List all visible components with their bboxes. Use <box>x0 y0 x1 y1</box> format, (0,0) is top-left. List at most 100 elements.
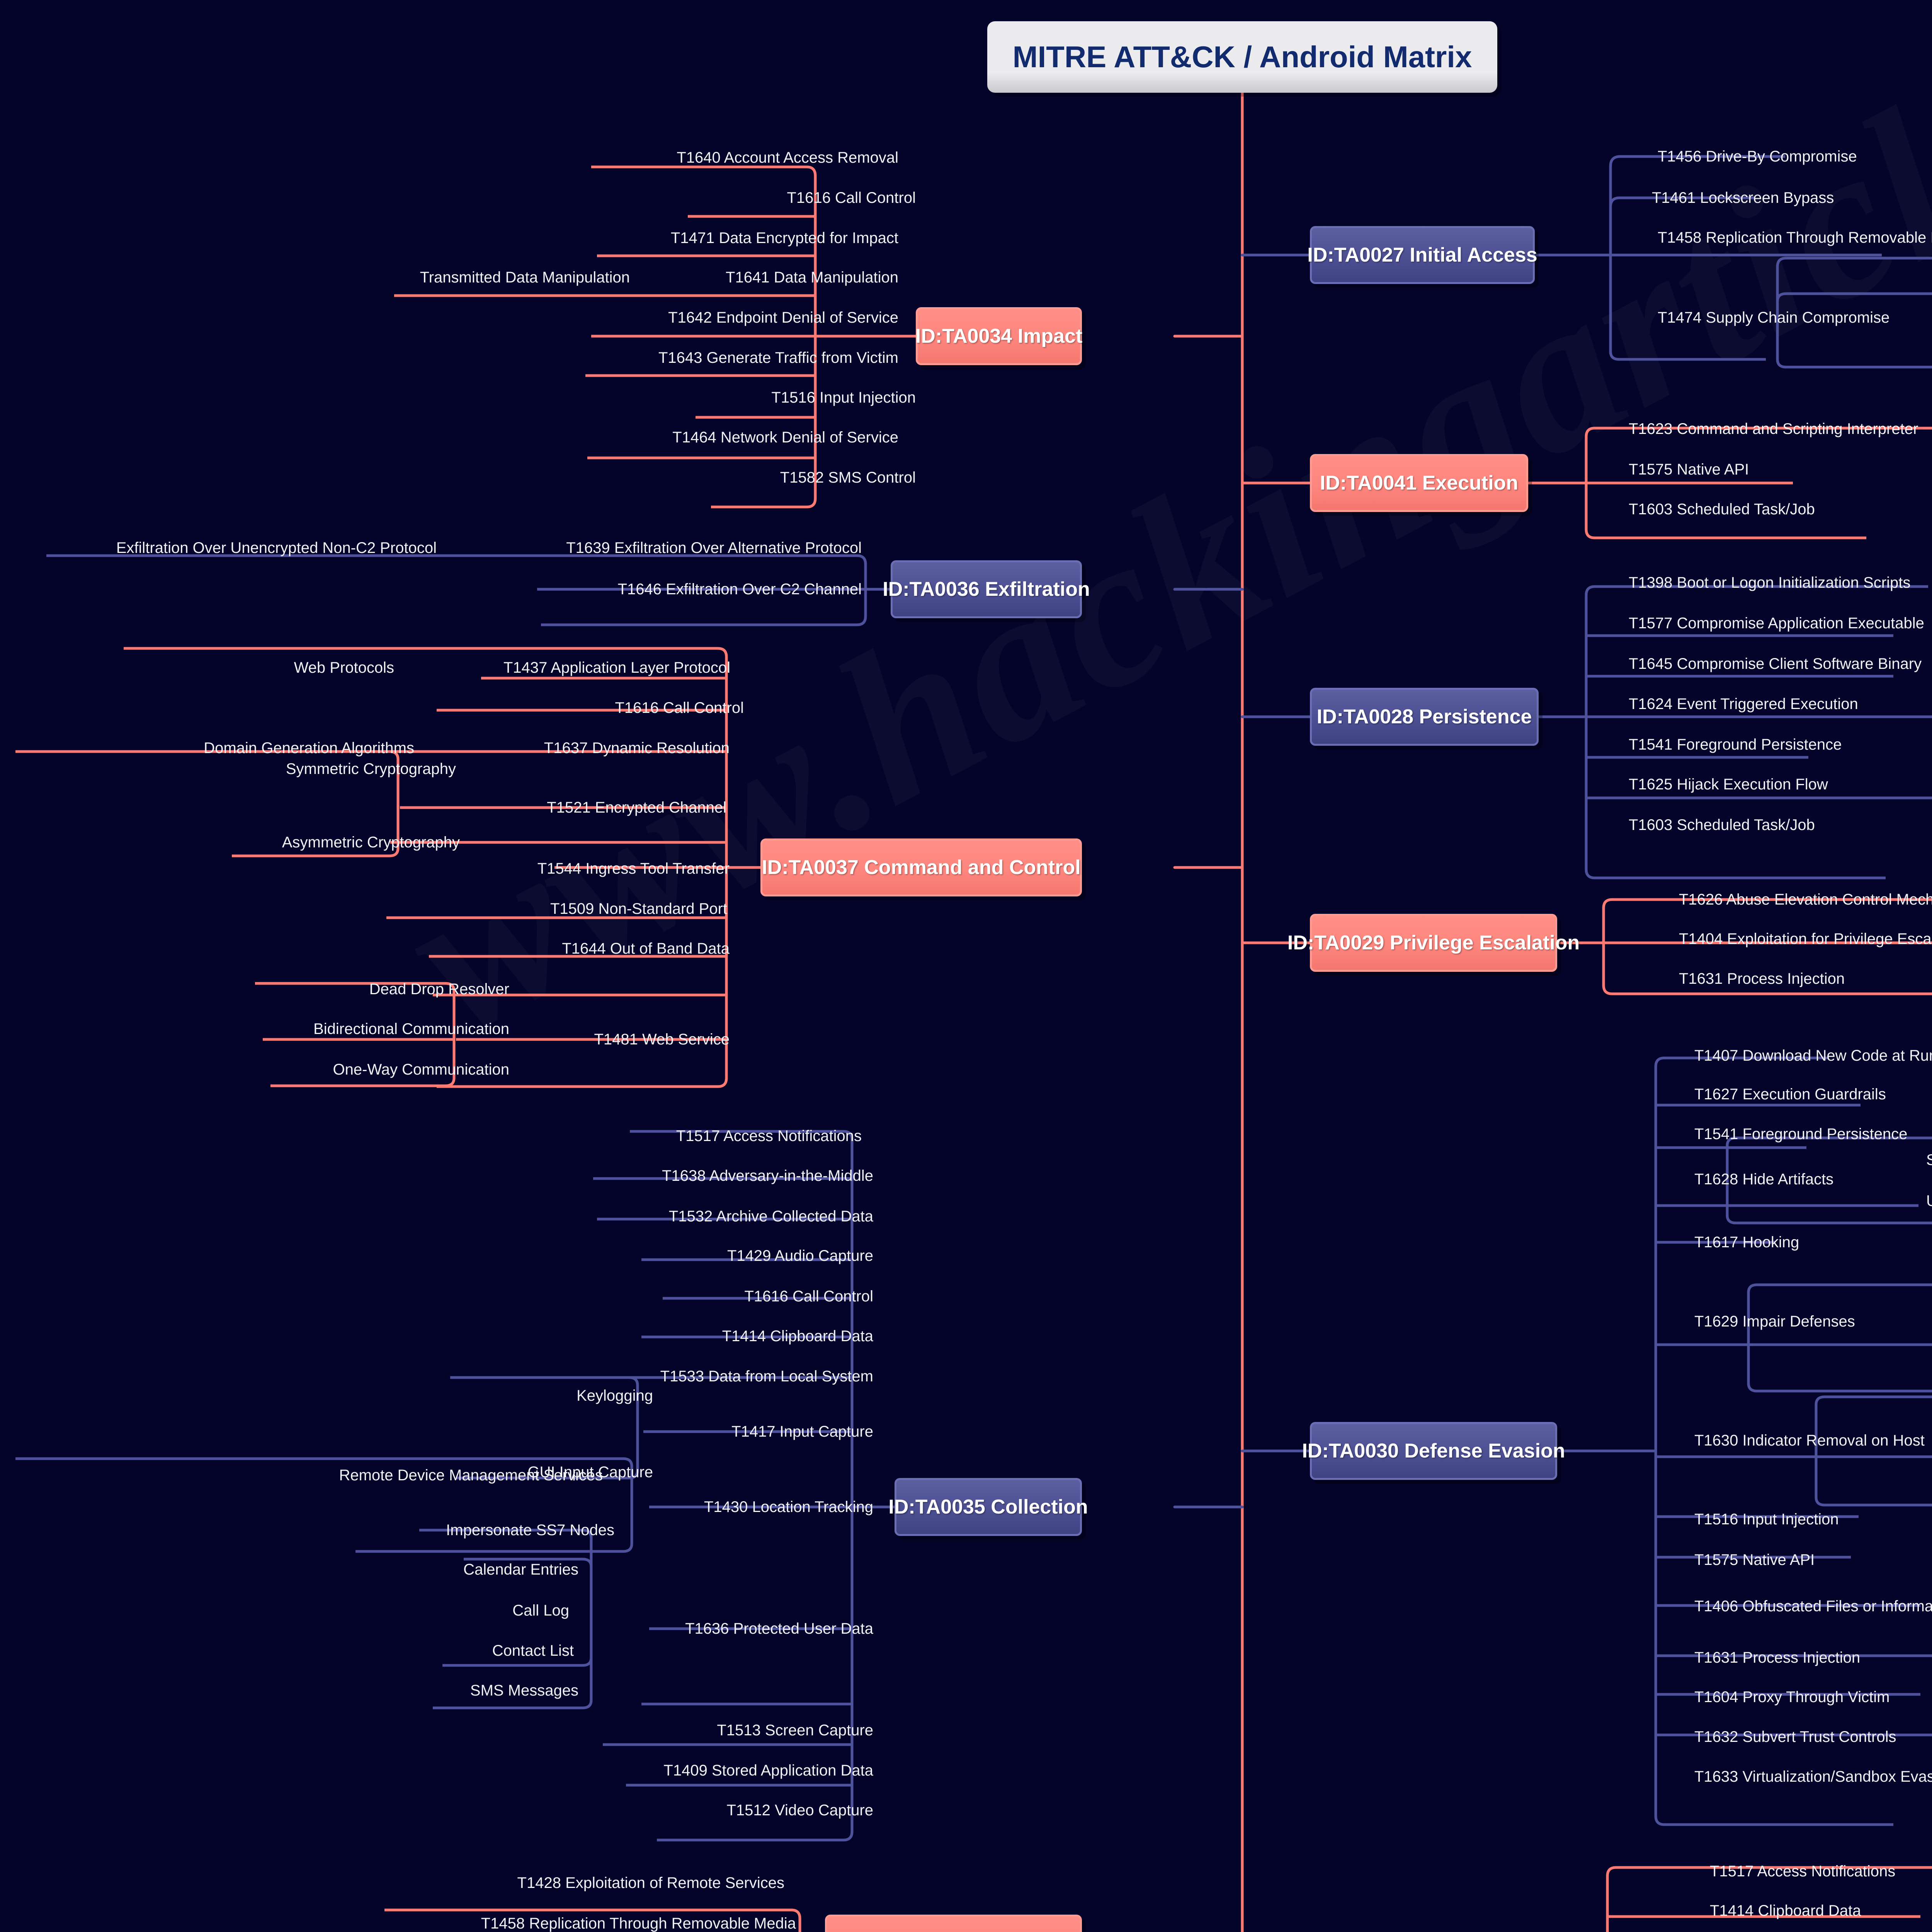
subtechnique-label[interactable]: Calendar Entries <box>463 1561 578 1578</box>
technique-label[interactable]: T1516 Input Injection <box>771 389 916 406</box>
subtechnique-label[interactable]: User Evasion <box>1926 1192 1932 1209</box>
subtechnique-label[interactable]: Transmitted Data Manipulation <box>420 269 630 286</box>
subtechnique-label[interactable]: SMS Messages <box>470 1682 578 1699</box>
technique-label[interactable]: T1644 Out of Band Data <box>562 940 730 957</box>
subtechnique-label[interactable]: Keylogging <box>577 1387 653 1404</box>
technique-label[interactable]: T1623 Command and Scripting Interpreter <box>1629 420 1918 437</box>
technique-label[interactable]: T1582 SMS Control <box>780 469 916 486</box>
tactic-node-exfiltration[interactable]: ID:TA0036 Exfiltration <box>883 560 1090 618</box>
subtechnique-label[interactable]: Asymmetric Cryptography <box>282 834 460 851</box>
technique-label[interactable]: T1632 Subvert Trust Controls <box>1694 1728 1896 1745</box>
technique-label[interactable]: T1437 Application Layer Protocol <box>503 659 730 676</box>
tactic-label: ID:TA0027 Initial Access <box>1307 244 1537 266</box>
technique-label[interactable]: T1639 Exfiltration Over Alternative Prot… <box>566 539 862 556</box>
technique-label[interactable]: T1628 Hide Artifacts <box>1694 1171 1834 1188</box>
technique-label[interactable]: T1638 Adversary-in-the-Middle <box>662 1167 873 1184</box>
subtechnique-label[interactable]: Suppress Application Icon <box>1926 1151 1932 1168</box>
technique-label[interactable]: T1625 Hijack Execution Flow <box>1629 776 1828 793</box>
technique-label[interactable]: T1646 Exfiltration Over C2 Channel <box>617 581 862 598</box>
subtechnique-label[interactable]: One-Way Communication <box>333 1061 509 1078</box>
technique-label[interactable]: T1429 Audio Capture <box>727 1247 873 1264</box>
technique-label[interactable]: T1471 Data Encrypted for Impact <box>670 230 898 247</box>
technique-label[interactable]: T1521 Encrypted Channel <box>547 799 726 816</box>
subtechnique-label[interactable]: Contact List <box>492 1642 574 1659</box>
technique-label[interactable]: T1629 Impair Defenses <box>1694 1313 1855 1330</box>
technique-label[interactable]: T1409 Stored Application Data <box>663 1762 873 1779</box>
technique-label[interactable]: T1645 Compromise Client Software Binary <box>1629 655 1922 672</box>
technique-label[interactable]: T1517 Access Notifications <box>1710 1863 1896 1880</box>
technique-label[interactable]: T1617 Hooking <box>1694 1234 1799 1251</box>
technique-label[interactable]: T1630 Indicator Removal on Host <box>1694 1432 1925 1449</box>
technique-label[interactable]: T1509 Non-Standard Port <box>550 900 727 917</box>
tactic-node-defense-evasion[interactable]: ID:TA0030 Defense Evasion <box>1302 1422 1565 1480</box>
technique-label[interactable]: T1633 Virtualization/Sandbox Evasion <box>1694 1768 1932 1785</box>
subtechnique-label[interactable]: Dead Drop Resolver <box>369 981 509 998</box>
technique-label[interactable]: T1414 Clipboard Data <box>722 1328 873 1345</box>
tactic-node-lateral-movement[interactable]: ID:TA0033 Lateral Movement <box>825 1915 1082 1932</box>
technique-label[interactable]: T1642 Endpoint Denial of Service <box>668 309 898 326</box>
technique-label[interactable]: T1512 Video Capture <box>726 1802 873 1819</box>
technique-label[interactable]: T1532 Archive Collected Data <box>668 1208 873 1225</box>
technique-label[interactable]: T1577 Compromise Application Executable <box>1629 615 1924 632</box>
subtechnique-label[interactable]: Web Protocols <box>294 659 394 676</box>
technique-label[interactable]: T1640 Account Access Removal <box>677 149 898 166</box>
technique-label[interactable]: T1643 Generate Traffic from Victim <box>658 349 898 366</box>
subtechnique-label[interactable]: Bidirectional Communication <box>313 1020 509 1037</box>
technique-label[interactable]: T1481 Web Service <box>594 1031 730 1048</box>
technique-label[interactable]: T1636 Protected User Data <box>685 1620 873 1637</box>
tactic-label: ID:TA0029 Privilege Escalation <box>1287 932 1580 954</box>
technique-label[interactable]: T1516 Input Injection <box>1694 1511 1839 1528</box>
subtechnique-label[interactable]: Symmetric Cryptography <box>286 760 456 777</box>
technique-label[interactable]: T1461 Lockscreen Bypass <box>1652 189 1834 206</box>
technique-label[interactable]: T1637 Dynamic Resolution <box>544 740 730 757</box>
tactic-node-initial-access[interactable]: ID:TA0027 Initial Access <box>1307 226 1537 284</box>
technique-label[interactable]: T1544 Ingress Tool Transfer <box>537 860 730 877</box>
tactic-node-command-and-control[interactable]: ID:TA0037 Command and Control <box>760 838 1082 896</box>
technique-label[interactable]: T1417 Input Capture <box>731 1423 873 1440</box>
technique-label[interactable]: T1517 Access Notifications <box>676 1128 862 1145</box>
technique-label[interactable]: T1458 Replication Through Removable Medi… <box>1658 229 1932 246</box>
technique-label[interactable]: T1575 Native API <box>1629 461 1749 478</box>
tactic-label: ID:TA0028 Persistence <box>1316 706 1532 728</box>
technique-label[interactable]: T1575 Native API <box>1694 1551 1815 1568</box>
technique-label[interactable]: T1624 Event Triggered Execution <box>1629 696 1858 713</box>
tactic-node-execution[interactable]: ID:TA0041 Execution <box>1310 454 1528 512</box>
technique-label[interactable]: T1631 Process Injection <box>1694 1649 1861 1666</box>
subtechnique-label[interactable]: Domain Generation Algorithms <box>204 740 414 757</box>
tactic-node-impact[interactable]: ID:TA0034 Impact <box>915 307 1082 365</box>
technique-label[interactable]: T1474 Supply Chain Compromise <box>1658 309 1890 326</box>
subtechnique-label[interactable]: Remote Device Management Services <box>339 1467 603 1484</box>
subtechnique-label[interactable]: Exfiltration Over Unencrypted Non-C2 Pro… <box>116 539 437 556</box>
technique-label[interactable]: T1407 Download New Code at Runtime <box>1694 1047 1932 1064</box>
technique-label[interactable]: T1456 Drive-By Compromise <box>1658 148 1857 165</box>
subtechnique-label[interactable]: GUI Input Capture <box>527 1464 653 1481</box>
technique-label[interactable]: T1604 Proxy Through Victim <box>1694 1689 1890 1706</box>
technique-label[interactable]: T1404 Exploitation for Privilege Escalat… <box>1679 930 1932 947</box>
subtechnique-label[interactable]: Impersonate SS7 Nodes <box>446 1522 614 1539</box>
technique-label[interactable]: T1616 Call Control <box>744 1288 874 1305</box>
technique-label[interactable]: T1626 Abuse Elevation Control Mechanism <box>1679 891 1932 908</box>
technique-label[interactable]: T1398 Boot or Logon Initialization Scrip… <box>1629 574 1911 591</box>
technique-label[interactable]: T1541 Foreground Persistence <box>1694 1126 1908 1143</box>
technique-label[interactable]: T1428 Exploitation of Remote Services <box>517 1874 784 1891</box>
technique-label[interactable]: T1616 Call Control <box>615 699 744 716</box>
technique-label[interactable]: T1603 Scheduled Task/Job <box>1629 816 1815 833</box>
technique-label[interactable]: T1616 Call Control <box>787 189 916 206</box>
technique-label[interactable]: T1464 Network Denial of Service <box>672 429 898 446</box>
technique-label[interactable]: T1541 Foreground Persistence <box>1629 736 1842 753</box>
tactic-node-privilege-escalation[interactable]: ID:TA0029 Privilege Escalation <box>1287 914 1580 972</box>
technique-label[interactable]: T1641 Data Manipulation <box>726 269 898 286</box>
tactic-node-persistence[interactable]: ID:TA0028 Persistence <box>1310 688 1539 746</box>
technique-label[interactable]: T1533 Data from Local System <box>660 1368 873 1385</box>
tactic-node-collection[interactable]: ID:TA0035 Collection <box>888 1478 1088 1536</box>
technique-label[interactable]: T1631 Process Injection <box>1679 970 1845 987</box>
technique-label[interactable]: T1414 Clipboard Data <box>1710 1902 1861 1919</box>
technique-label[interactable]: T1458 Replication Through Removable Medi… <box>481 1915 796 1932</box>
technique-label[interactable]: T1430 Location Tracking <box>704 1498 873 1515</box>
technique-label[interactable]: T1513 Screen Capture <box>717 1722 873 1739</box>
subtechnique-label[interactable]: Call Log <box>512 1602 569 1619</box>
technique-label[interactable]: T1406 Obfuscated Files or Information <box>1694 1598 1932 1615</box>
technique-label[interactable]: T1603 Scheduled Task/Job <box>1629 501 1815 518</box>
technique-label[interactable]: T1627 Execution Guardrails <box>1694 1086 1886 1103</box>
